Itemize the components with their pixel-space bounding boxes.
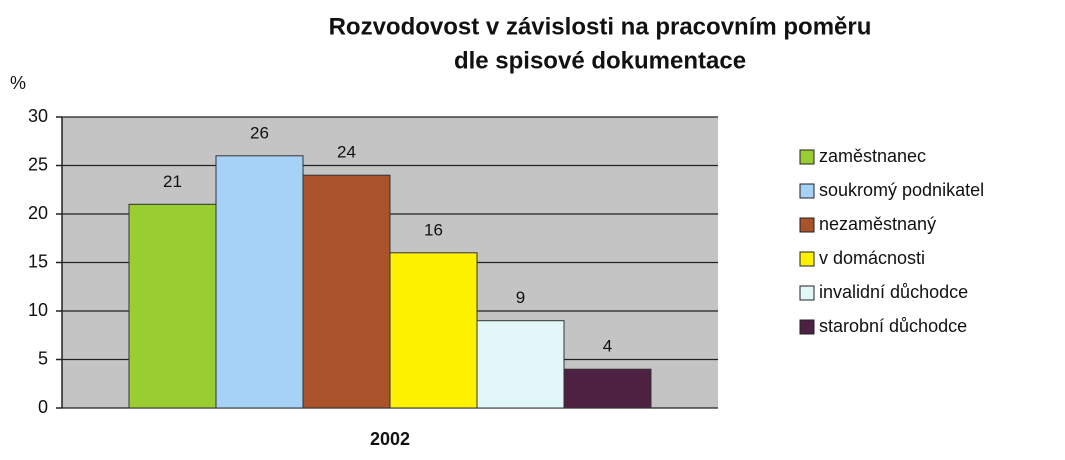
- legend-swatch: [799, 183, 815, 199]
- data-label: 9: [516, 288, 525, 307]
- bar: [563, 368, 652, 409]
- x-tick-label: 2002: [370, 429, 410, 449]
- y-tick-label: 5: [38, 348, 48, 368]
- bar: [128, 203, 217, 409]
- data-label: 16: [424, 220, 443, 239]
- legend-label: soukromý podnikatel: [819, 180, 984, 200]
- y-tick-label: 15: [28, 251, 48, 271]
- data-label: 26: [250, 123, 269, 142]
- legend-label: v domácnosti: [819, 248, 925, 268]
- legend-swatch: [799, 251, 815, 267]
- legend-label: zaměstnanec: [819, 146, 926, 166]
- chart-title: Rozvodovost v závislosti na pracovním po…: [329, 13, 872, 40]
- legend-swatch: [799, 319, 815, 335]
- y-tick-label: 30: [28, 106, 48, 126]
- legend-swatch: [799, 149, 815, 165]
- y-tick-label: 0: [38, 397, 48, 417]
- y-tick-label: 10: [28, 300, 48, 320]
- data-label: 21: [163, 172, 182, 191]
- y-tick-label: 25: [28, 154, 48, 174]
- y-tick-label: 20: [28, 203, 48, 223]
- legend-label: invalidní důchodce: [819, 282, 968, 302]
- bar: [302, 174, 391, 409]
- data-label: 24: [337, 143, 356, 162]
- data-label: 4: [603, 337, 612, 356]
- legend-swatch: [799, 285, 815, 301]
- bar: [215, 155, 304, 409]
- legend-label: nezaměstnaný: [819, 214, 936, 234]
- chart-title: dle spisové dokumentace: [454, 47, 746, 74]
- bar: [389, 252, 478, 409]
- legend-label: starobní důchodce: [819, 316, 967, 336]
- bar: [476, 320, 565, 409]
- legend-swatch: [799, 217, 815, 233]
- y-axis-label: %: [10, 73, 26, 93]
